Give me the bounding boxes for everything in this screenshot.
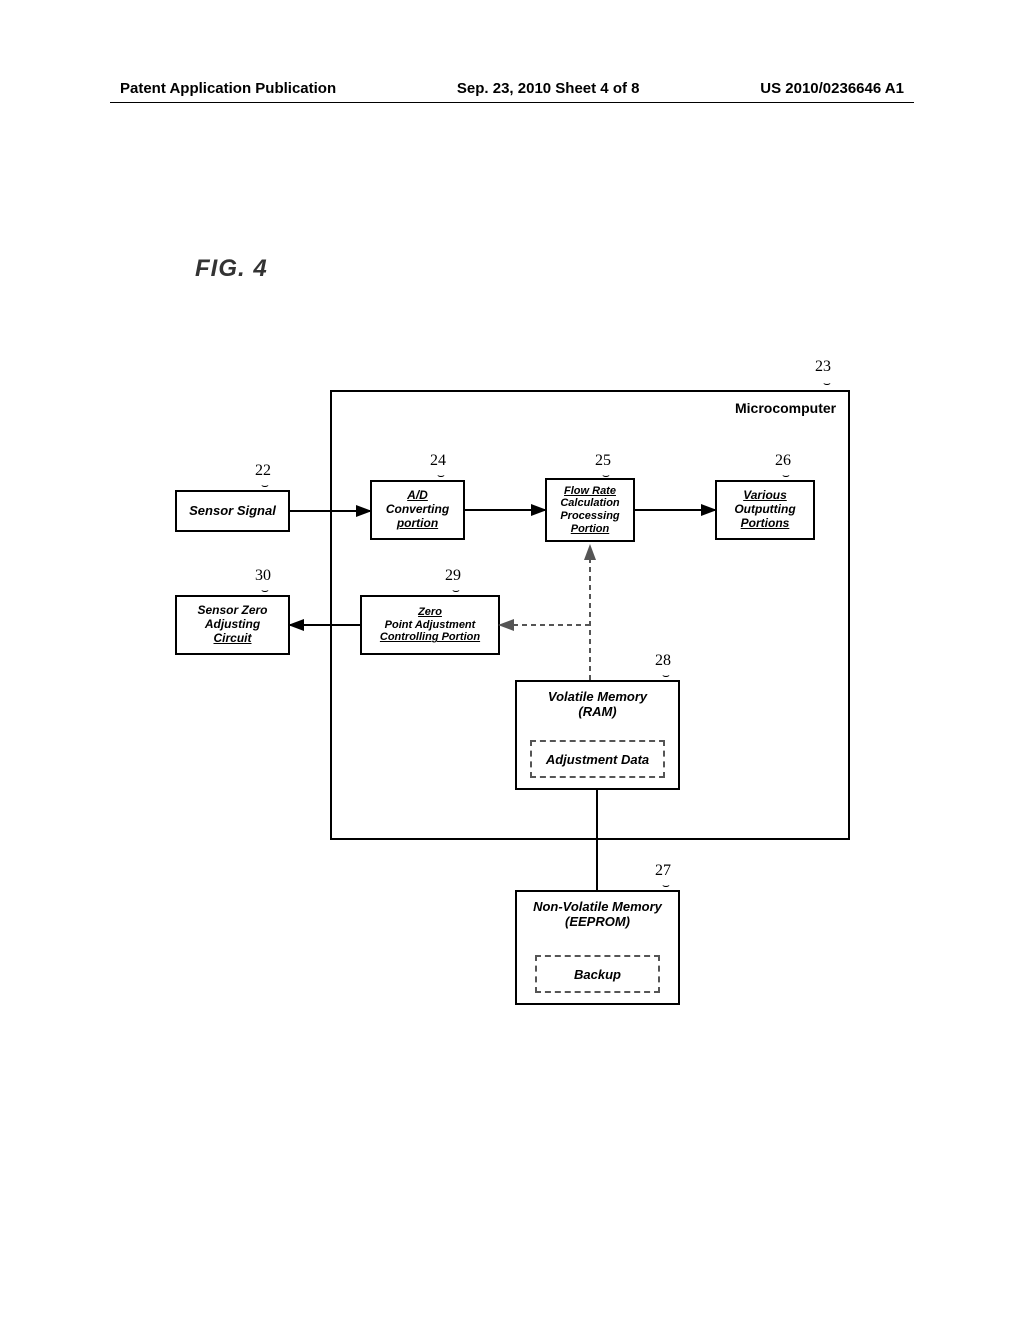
header-left: Patent Application Publication xyxy=(120,80,336,97)
sensor-signal-box: Sensor Signal xyxy=(175,490,290,532)
sz-l2: Adjusting xyxy=(205,618,260,632)
adjustment-data-box: Adjustment Data xyxy=(530,740,665,778)
ref-30-tick: ⌣ xyxy=(261,583,269,598)
diagram-root: Microcomputer 23 ⌣ Sensor Signal 22 ⌣ A/… xyxy=(175,370,855,1090)
flow-l1: Flow Rate xyxy=(564,485,616,498)
ref-28-tick: ⌣ xyxy=(662,668,670,683)
backup-box: Backup xyxy=(535,955,660,993)
out-l1: Various xyxy=(743,489,787,503)
ref-25-tick: ⌣ xyxy=(602,468,610,483)
nv-l1: Non-Volatile Memory xyxy=(533,900,662,915)
vol-l2: (RAM) xyxy=(578,705,616,720)
ad-bot: portion xyxy=(397,517,438,531)
ref-22-tick: ⌣ xyxy=(261,478,269,493)
ref-23: 23 xyxy=(815,358,831,376)
zpa-l2: Point Adjustment xyxy=(385,619,476,632)
ad-top: A/D xyxy=(407,489,428,503)
flow-l4: Portion xyxy=(571,523,610,536)
header-center: Sep. 23, 2010 Sheet 4 of 8 xyxy=(457,80,640,97)
ref-27-tick: ⌣ xyxy=(662,878,670,893)
figure-label: FIG. 4 xyxy=(195,255,268,283)
ref-23-tick: ⌣ xyxy=(823,376,831,391)
adj-data: Adjustment Data xyxy=(546,752,649,767)
vol-l1: Volatile Memory xyxy=(548,690,647,705)
backup-text: Backup xyxy=(574,967,621,982)
flow-l3: Processing xyxy=(560,510,619,523)
sz-l3: Circuit xyxy=(213,632,251,646)
ad-mid: Converting xyxy=(386,503,449,517)
out-l3: Portions xyxy=(741,517,790,531)
zpa-l3: Controlling Portion xyxy=(380,631,480,644)
outputting-box: Various Outputting Portions xyxy=(715,480,815,540)
page-header: Patent Application Publication Sep. 23, … xyxy=(0,80,1024,97)
nv-l2: (EEPROM) xyxy=(565,915,630,930)
sz-l1: Sensor Zero xyxy=(197,604,267,618)
ref-29-tick: ⌣ xyxy=(452,583,460,598)
ref-24-tick: ⌣ xyxy=(437,468,445,483)
flow-l2: Calculation xyxy=(560,497,619,510)
ad-converting-box: A/D Converting portion xyxy=(370,480,465,540)
ref-26-tick: ⌣ xyxy=(782,468,790,483)
zpa-box: Zero Point Adjustment Controlling Portio… xyxy=(360,595,500,655)
sensor-zero-box: Sensor Zero Adjusting Circuit xyxy=(175,595,290,655)
microcomputer-label: Microcomputer xyxy=(735,400,836,416)
out-l2: Outputting xyxy=(734,503,795,517)
flow-rate-box: Flow Rate Calculation Processing Portion xyxy=(545,478,635,542)
header-right: US 2010/0236646 A1 xyxy=(760,80,904,97)
sensor-signal-text: Sensor Signal xyxy=(189,504,276,519)
header-rule xyxy=(110,102,914,103)
zpa-l1: Zero xyxy=(418,606,442,619)
